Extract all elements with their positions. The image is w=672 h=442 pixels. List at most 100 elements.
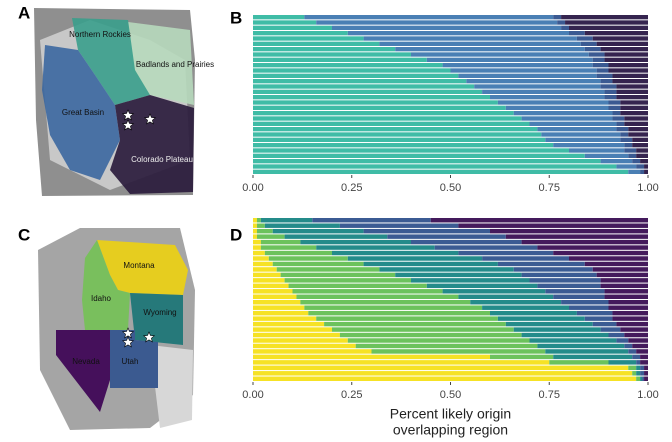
bar-segment xyxy=(474,84,600,88)
bar-segment xyxy=(427,58,593,62)
map-label: Montana xyxy=(123,261,155,270)
bar-segment xyxy=(261,240,301,244)
figure: A Northern Rockies Badlands and Prairies… xyxy=(0,0,672,442)
bar-segment xyxy=(561,15,648,19)
bar-segment xyxy=(265,251,332,255)
bar-segment xyxy=(569,31,585,35)
bar-segment xyxy=(642,377,644,381)
bar-segment xyxy=(632,355,640,359)
bar-segment xyxy=(628,338,648,342)
bar-segment xyxy=(253,278,285,282)
bar-segment xyxy=(616,322,648,326)
bar-segment xyxy=(609,360,637,364)
bar-segment xyxy=(253,122,530,126)
bar-segment xyxy=(257,223,265,227)
bar-segment xyxy=(597,42,648,46)
bar-segment xyxy=(545,349,628,353)
bar-segment xyxy=(387,234,506,238)
bar-segment xyxy=(640,159,648,163)
bar-segment xyxy=(379,42,580,46)
bar-segment xyxy=(324,322,506,326)
bar-segment xyxy=(537,344,624,348)
bar-segment xyxy=(640,360,648,364)
bar-segment xyxy=(522,333,609,337)
bar-segment xyxy=(253,327,332,331)
bar-segment xyxy=(577,36,593,40)
bar-segment xyxy=(569,305,609,309)
map-label: Utah xyxy=(122,357,139,366)
bar-segment xyxy=(273,229,364,233)
bar-segment xyxy=(253,305,304,309)
bar-segment xyxy=(585,31,648,35)
bar-segment xyxy=(589,52,605,56)
bar-segment xyxy=(466,79,600,83)
map-label: Colorado Plateau xyxy=(131,155,193,164)
bar-segment xyxy=(490,311,577,315)
bar-segment xyxy=(269,256,348,260)
bar-segment xyxy=(257,229,273,233)
bar-segment xyxy=(514,111,613,115)
bar-segment xyxy=(482,90,604,94)
bar-segment xyxy=(553,355,632,359)
bar-segment xyxy=(601,47,648,51)
bar-segment xyxy=(601,278,648,282)
bar-segment xyxy=(628,132,648,136)
bar-segment xyxy=(612,311,648,315)
bar-segment xyxy=(636,360,640,364)
bar-segment xyxy=(293,289,443,293)
bar-segment xyxy=(506,106,609,110)
bar-segment xyxy=(253,322,324,326)
bar-segment xyxy=(624,344,632,348)
bar-segment xyxy=(316,245,435,249)
bar-segment xyxy=(585,47,601,51)
region-wyoming xyxy=(130,293,183,345)
bar-segment xyxy=(332,251,458,255)
bar-segment xyxy=(553,143,624,147)
bar-segment xyxy=(601,79,613,83)
bar-segment xyxy=(253,344,356,348)
x-tick-label: 0.25 xyxy=(341,182,362,194)
bar-segment xyxy=(612,316,648,320)
bar-segment xyxy=(265,223,340,227)
bar-segment xyxy=(253,95,490,99)
bar-segment xyxy=(561,26,569,30)
bar-segment xyxy=(277,267,380,271)
bar-segment xyxy=(253,100,498,104)
bar-segment xyxy=(332,26,561,30)
map-c: C Montana Idaho Wyoming Nevada Utah xyxy=(18,225,195,430)
bar-segment xyxy=(253,68,451,72)
bar-segment xyxy=(364,262,498,266)
bar-segment xyxy=(253,371,632,375)
region-colorado-plateau xyxy=(110,95,194,194)
bar-segment xyxy=(316,20,557,24)
bar-segment xyxy=(585,262,648,266)
bar-segment xyxy=(490,95,605,99)
bar-segment xyxy=(644,371,648,375)
map-label: Badlands and Prairies xyxy=(136,60,214,69)
bar-segment xyxy=(605,58,648,62)
bar-segment xyxy=(640,377,642,381)
bar-segment xyxy=(628,127,648,131)
bar-segment xyxy=(616,84,648,88)
bar-segment xyxy=(253,90,482,94)
bar-segment xyxy=(411,52,589,56)
bar-segment xyxy=(435,245,538,249)
bar-segment xyxy=(261,218,312,222)
bar-segment xyxy=(395,273,521,277)
bar-segment xyxy=(640,170,644,174)
bar-segment xyxy=(624,333,648,337)
bar-segment xyxy=(644,366,648,370)
bar-segment xyxy=(289,284,427,288)
bar-segment xyxy=(636,371,640,375)
bar-segment xyxy=(522,273,597,277)
bar-segment xyxy=(601,159,633,163)
bar-segment xyxy=(632,143,648,147)
bar-segment xyxy=(253,79,466,83)
bar-segment xyxy=(537,127,616,131)
bar-segment xyxy=(253,223,257,227)
bar-segment xyxy=(253,284,289,288)
x-axis-title: overlapping region xyxy=(393,422,508,438)
x-tick-label: 0.50 xyxy=(440,389,461,401)
bar-segment xyxy=(530,278,601,282)
bar-segment xyxy=(628,366,636,370)
